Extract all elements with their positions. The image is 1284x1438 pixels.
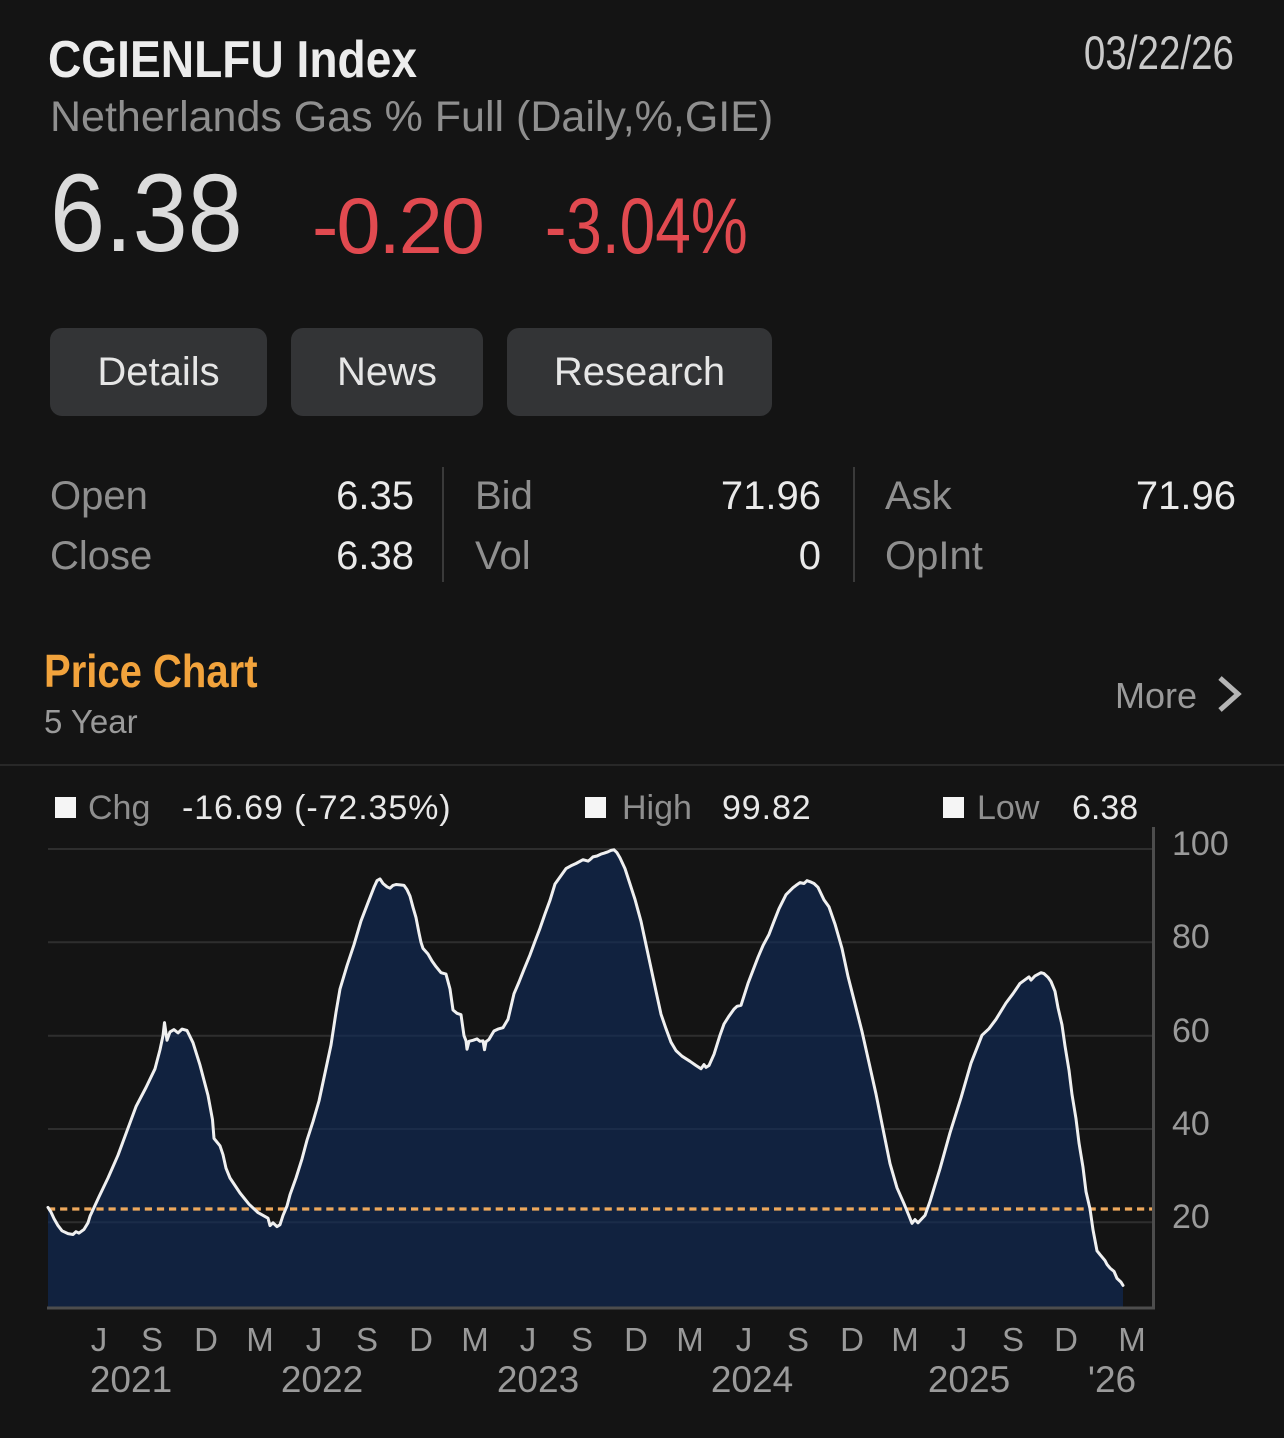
svg-text:'26: '26 <box>1088 1359 1136 1400</box>
svg-text:J: J <box>736 1321 753 1358</box>
svg-text:S: S <box>571 1321 593 1358</box>
svg-text:J: J <box>91 1321 108 1358</box>
svg-text:D: D <box>1054 1321 1078 1358</box>
svg-text:80: 80 <box>1172 918 1210 956</box>
svg-text:M: M <box>246 1321 274 1358</box>
svg-text:2021: 2021 <box>90 1359 172 1400</box>
svg-text:D: D <box>624 1321 648 1358</box>
svg-text:2024: 2024 <box>711 1359 793 1400</box>
svg-text:S: S <box>1002 1321 1024 1358</box>
svg-text:D: D <box>409 1321 433 1358</box>
svg-text:S: S <box>356 1321 378 1358</box>
svg-text:40: 40 <box>1172 1105 1210 1143</box>
svg-text:2025: 2025 <box>928 1359 1010 1400</box>
svg-text:D: D <box>194 1321 218 1358</box>
svg-text:M: M <box>1118 1321 1146 1358</box>
svg-text:M: M <box>676 1321 704 1358</box>
svg-text:M: M <box>891 1321 919 1358</box>
svg-text:2022: 2022 <box>281 1359 363 1400</box>
svg-text:M: M <box>461 1321 489 1358</box>
svg-text:60: 60 <box>1172 1012 1210 1050</box>
svg-text:S: S <box>141 1321 163 1358</box>
svg-text:J: J <box>951 1321 968 1358</box>
svg-text:J: J <box>520 1321 537 1358</box>
svg-text:2023: 2023 <box>497 1359 579 1400</box>
svg-text:D: D <box>840 1321 864 1358</box>
svg-text:S: S <box>787 1321 809 1358</box>
svg-text:20: 20 <box>1172 1198 1210 1236</box>
svg-text:100: 100 <box>1172 825 1229 863</box>
svg-text:J: J <box>306 1321 323 1358</box>
